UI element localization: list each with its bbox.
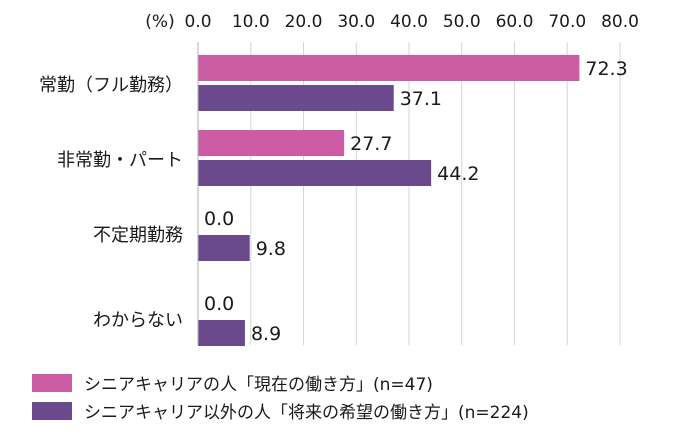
data-label: 27.7 xyxy=(350,133,392,155)
data-label: 72.3 xyxy=(585,58,627,80)
data-label: 8.9 xyxy=(251,323,281,345)
data-label: 37.1 xyxy=(400,88,442,110)
data-labels: 72.3 37.1 27.7 44.2 0.0 9.8 0.0 8.9 xyxy=(204,58,628,345)
tick-label: 80.0 xyxy=(601,12,639,32)
bar xyxy=(198,85,394,111)
tick-label: 70.0 xyxy=(548,12,586,32)
bar xyxy=(198,235,250,261)
tick-label: 30.0 xyxy=(337,12,375,32)
tick-label: 40.0 xyxy=(390,12,428,32)
legend-label-current: シニアキャリアの人「現在の働き方」(n=47) xyxy=(84,375,433,395)
tick-label: 60.0 xyxy=(496,12,534,32)
bars xyxy=(198,55,580,346)
data-label: 0.0 xyxy=(204,208,234,230)
bar xyxy=(198,55,580,81)
gridlines xyxy=(250,42,621,345)
data-label: 44.2 xyxy=(437,163,479,185)
tick-label: 10.0 xyxy=(232,12,270,32)
legend-swatch-current xyxy=(32,373,72,392)
data-label: 9.8 xyxy=(256,238,286,260)
tick-label: 20.0 xyxy=(285,12,323,32)
legend-label-future: シニアキャリア以外の人「将来の希望の働き方」(n=224) xyxy=(84,403,529,423)
tick-label: 50.0 xyxy=(443,12,481,32)
category-label: 常勤（フル勤務） xyxy=(39,75,183,96)
bar xyxy=(198,130,345,156)
bar xyxy=(198,320,245,346)
data-label: 0.0 xyxy=(204,293,234,315)
unit-label: (%) xyxy=(145,12,174,32)
category-label: わからない xyxy=(93,310,183,331)
legend-item-current: シニアキャリアの人「現在の働き方」(n=47) xyxy=(32,370,433,395)
category-label: 不定期勤務 xyxy=(93,225,183,246)
tick-label: 0.0 xyxy=(184,12,211,32)
category-label: 非常勤・パート xyxy=(57,150,183,171)
bar xyxy=(198,160,432,186)
legend-swatch-future xyxy=(32,401,72,420)
tick-labels: 0.0 10.0 20.0 30.0 40.0 50.0 60.0 70.0 80.0 xyxy=(184,12,638,32)
legend-item-future: シニアキャリア以外の人「将来の希望の働き方」(n=224) xyxy=(32,398,529,423)
